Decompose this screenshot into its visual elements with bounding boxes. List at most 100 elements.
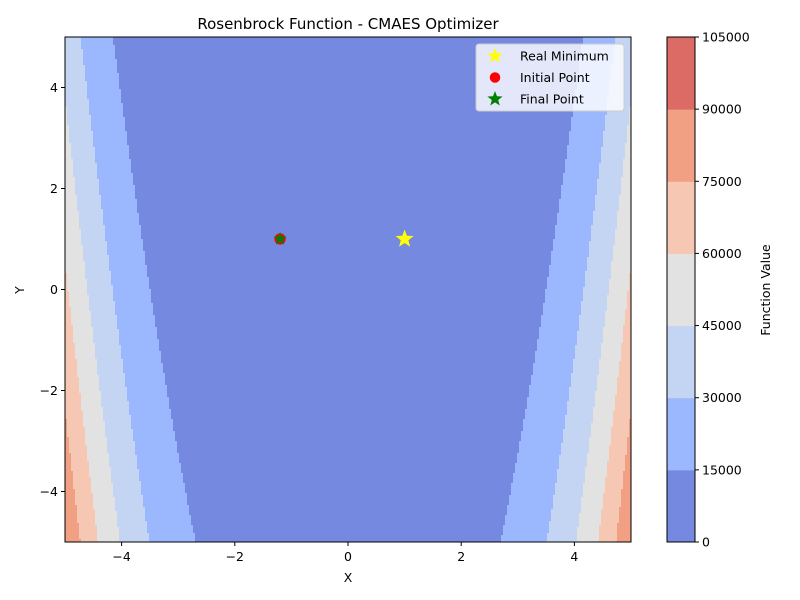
contour-band	[121, 97, 576, 100]
contour-band	[597, 377, 618, 380]
contour-band	[65, 193, 76, 196]
contour-band	[75, 489, 92, 492]
contour-band	[541, 319, 580, 322]
contour-band	[607, 463, 626, 466]
contour-band	[583, 291, 610, 294]
point-final-point	[273, 232, 287, 245]
contour-band	[627, 137, 631, 140]
contour-band	[569, 131, 604, 134]
y-tick-label: 0	[50, 282, 58, 297]
contour-band	[65, 397, 82, 400]
contour-band	[169, 401, 528, 404]
contour-band	[95, 157, 130, 160]
contour-band	[545, 299, 584, 302]
contour-band	[153, 303, 544, 306]
contour-band	[613, 245, 631, 248]
x-tick-label: −4	[112, 549, 130, 564]
contour-band	[73, 471, 90, 474]
contour-band	[617, 533, 631, 536]
contour-band	[73, 475, 90, 478]
contour-band	[605, 323, 626, 326]
contour-band	[541, 323, 580, 326]
contour-band	[623, 329, 631, 332]
contour-band	[93, 331, 120, 334]
contour-band	[83, 417, 104, 420]
contour-band	[615, 229, 631, 232]
contour-band	[557, 213, 594, 216]
contour-band	[147, 529, 194, 532]
contour-band	[89, 303, 116, 306]
contour-band	[77, 203, 102, 206]
contour-band	[87, 95, 122, 98]
contour-band	[133, 431, 176, 434]
contour-band	[157, 327, 540, 330]
contour-band	[65, 107, 68, 110]
contour-band	[117, 69, 580, 72]
contour-band	[97, 171, 132, 174]
contour-band	[91, 325, 118, 328]
contour-band	[129, 153, 568, 156]
contour-band	[143, 239, 554, 242]
contour-band	[579, 321, 606, 324]
contour-band	[115, 51, 582, 54]
contour-band	[567, 149, 602, 152]
contour-band	[123, 115, 574, 118]
contour-band	[79, 389, 100, 392]
contour-band	[577, 331, 604, 334]
contour-band	[65, 445, 70, 448]
contour-band	[81, 41, 114, 44]
contour-band	[143, 503, 188, 506]
contour-band	[117, 65, 580, 68]
contour-band	[67, 429, 86, 432]
contour-band	[523, 427, 566, 430]
contour-band	[621, 179, 631, 182]
contour-band	[77, 367, 98, 370]
contour-band	[565, 163, 600, 166]
contour-band	[71, 465, 90, 468]
contour-band	[569, 143, 604, 146]
contour-band	[119, 329, 158, 332]
contour-band	[587, 269, 612, 272]
contour-band	[533, 369, 574, 372]
contour-band	[177, 443, 520, 446]
contour-band	[617, 537, 631, 540]
contour-band	[143, 495, 188, 498]
contour-band	[65, 499, 76, 502]
contour-band	[511, 493, 556, 496]
contour-band	[599, 363, 620, 366]
contour-band	[167, 389, 530, 392]
contour-band	[171, 417, 526, 420]
contour-band	[191, 523, 506, 526]
contour-band	[65, 539, 82, 542]
contour-band	[83, 415, 104, 418]
contour-band	[125, 119, 572, 122]
contour-band	[65, 287, 68, 290]
contour-band	[77, 365, 98, 368]
contour-band	[617, 379, 631, 382]
contour-band	[553, 503, 582, 506]
contour-band	[619, 207, 631, 210]
contour-band	[71, 453, 88, 456]
contour-plot-area	[65, 37, 631, 542]
contour-band	[173, 425, 524, 428]
contour-band	[111, 471, 140, 474]
contour-band	[65, 295, 70, 298]
contour-band	[121, 355, 162, 358]
contour-band	[189, 513, 508, 516]
contour-band	[113, 297, 152, 300]
contour-band	[561, 451, 590, 454]
contour-band	[99, 385, 126, 388]
contour-band	[79, 217, 104, 220]
contour-band	[623, 331, 631, 334]
contour-band	[541, 321, 580, 324]
contour-band	[135, 447, 178, 450]
contour-band	[575, 355, 602, 358]
contour-band	[513, 479, 558, 482]
contour-band	[177, 441, 520, 444]
contour-band	[513, 475, 558, 478]
contour-band	[65, 293, 70, 296]
contour-band	[169, 407, 528, 410]
contour-band	[97, 363, 124, 366]
contour-band	[167, 387, 530, 390]
contour-band	[627, 301, 631, 304]
